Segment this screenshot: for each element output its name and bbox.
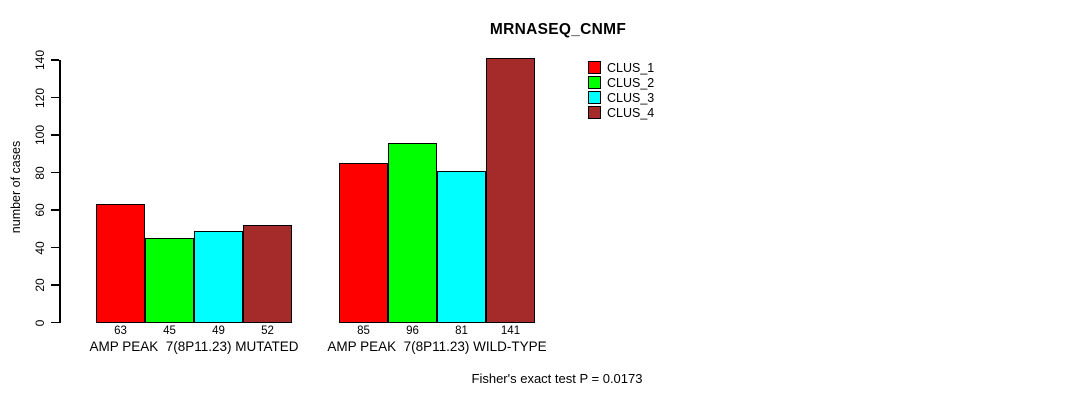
legend: CLUS_1 CLUS_2 CLUS_3 CLUS_4 [588, 60, 654, 120]
bar-value-label: 63 [114, 324, 127, 337]
y-axis-tick [51, 171, 59, 174]
legend-label: CLUS_2 [607, 75, 655, 90]
bar-value-label: 141 [500, 324, 521, 337]
y-axis-label: number of cases [9, 140, 23, 234]
y-axis-tick [51, 246, 59, 249]
legend-item-clus_2: CLUS_2 [588, 75, 654, 90]
legend-item-clus_4: CLUS_4 [588, 105, 654, 120]
y-axis-tick-label: 100 [33, 124, 47, 146]
bar-clus_2-group2 [388, 142, 437, 323]
group-label-2: AMP PEAK 7(8P11.23) WILD-TYPE [327, 338, 547, 354]
bar-clus_1-group1 [96, 204, 145, 323]
y-axis-tick-label: 60 [33, 203, 47, 217]
legend-label: CLUS_4 [607, 105, 655, 120]
bar-value-label: 52 [261, 324, 274, 337]
y-axis-tick [51, 96, 59, 99]
y-axis-tick [51, 321, 59, 324]
y-axis-tick-label: 40 [33, 240, 47, 255]
y-axis-tick-label: 120 [33, 87, 47, 108]
legend-swatch-icon [588, 91, 601, 104]
legend-swatch-icon [588, 76, 601, 89]
y-axis-line [59, 60, 61, 323]
y-axis-tick-label: 20 [33, 278, 47, 292]
y-axis-tick [51, 134, 59, 136]
bar-value-label: 96 [406, 324, 419, 337]
bar-clus_3-group2 [437, 170, 486, 323]
legend-item-clus_1: CLUS_1 [588, 60, 654, 75]
y-axis-tick [51, 284, 59, 286]
y-axis-tick-label: 0 [33, 319, 47, 326]
legend-item-clus_3: CLUS_3 [588, 90, 654, 105]
y-axis-tick-label: 140 [33, 49, 47, 71]
bar-clus_1-group2 [339, 163, 388, 323]
y-axis-tick [51, 59, 59, 61]
y-axis-tick-label: 80 [33, 165, 47, 180]
group-label-1: AMP PEAK 7(8P11.23) MUTATED [89, 338, 299, 354]
bar-clus_4-group1 [243, 225, 292, 323]
bar-clus_4-group2 [486, 58, 535, 323]
bar-clus_2-group1 [145, 238, 194, 323]
legend-swatch-icon [588, 61, 601, 74]
bar-value-label: 81 [455, 324, 468, 337]
y-axis-tick [51, 209, 59, 211]
bar-value-label: 45 [163, 324, 176, 337]
bar-value-label: 85 [357, 324, 370, 337]
bar-value-label: 49 [212, 324, 225, 337]
legend-label: CLUS_1 [607, 60, 655, 75]
chart-title: MRNASEQ_CNMF [489, 21, 627, 38]
legend-label: CLUS_3 [607, 90, 655, 105]
caption: Fisher's exact test P = 0.0173 [471, 371, 643, 386]
bar-clus_3-group1 [194, 230, 243, 323]
legend-swatch-icon [588, 106, 601, 119]
